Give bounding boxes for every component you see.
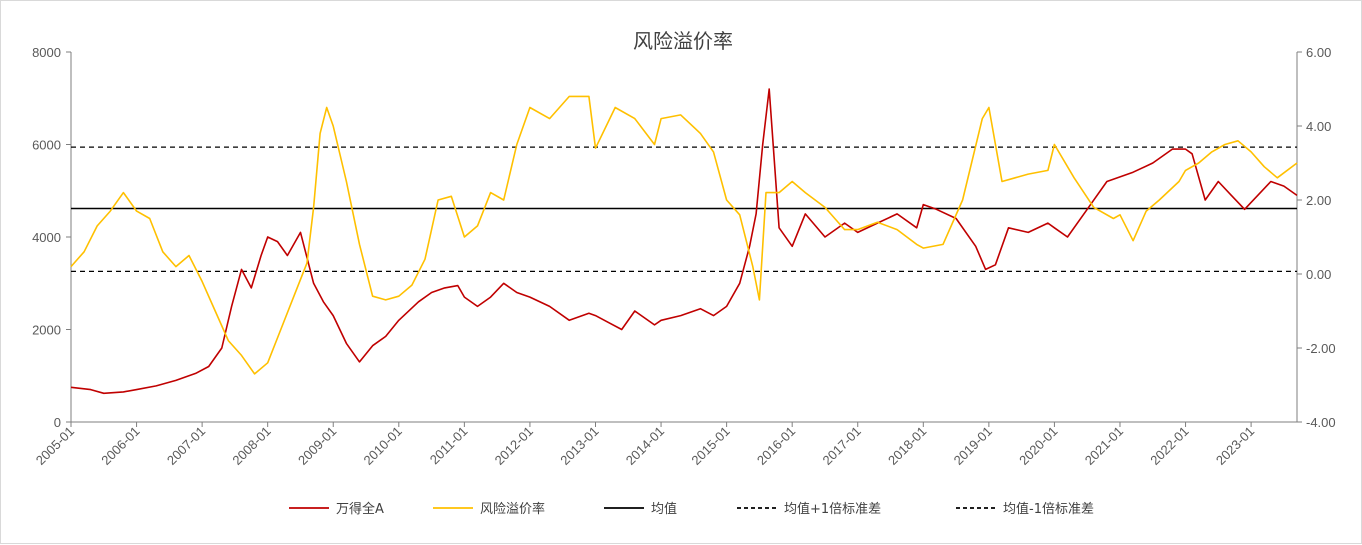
right-tick-label: 6.00 [1306,45,1331,60]
x-tick-label: 2008-01 [229,424,273,468]
legend: 万得全A 风险溢价率 均值 均值+1倍标准差 均值-1倍标准差 [289,501,1094,517]
left-tick-label: 4000 [32,230,61,245]
reference-lines [71,146,1297,273]
x-tick-label: 2016-01 [754,424,798,468]
x-tick-label: 2009-01 [295,424,339,468]
x-tick-label: 2019-01 [951,424,995,468]
right-tick-label: -4.00 [1306,415,1336,430]
x-tick-label: 2021-01 [1082,424,1126,468]
x-tick-label: 2013-01 [557,424,601,468]
left-tick-label: 2000 [32,323,61,338]
left-tick-label: 6000 [32,138,61,153]
legend-label: 均值 [651,501,677,517]
right-tick-label: 2.00 [1306,193,1331,208]
x-tick-label: 2018-01 [885,424,929,468]
x-tick-label: 2017-01 [820,424,864,468]
legend-label: 风险溢价率 [480,501,545,517]
x-tick-label: 2010-01 [361,424,405,468]
right-tick-label: 4.00 [1306,119,1331,134]
x-tick-label: 2015-01 [688,424,732,468]
x-tick-label: 2005-01 [33,424,77,468]
chart-title: 风险溢价率 [633,29,733,53]
left-tick-label: 0 [54,415,61,430]
legend-label: 万得全A [336,501,384,517]
series-line-risk-premium [70,95,1298,375]
legend-label: 均值-1倍标准差 [1003,501,1094,517]
x-tick-label: 2006-01 [98,424,142,468]
x-tick-label: 2020-01 [1016,424,1060,468]
left-tick-label: 8000 [32,45,61,60]
x-tick-label: 2022-01 [1147,424,1191,468]
right-tick-label: 0.00 [1306,267,1331,282]
x-tick-label: 2014-01 [623,424,667,468]
series-line-wind-a [70,88,1298,395]
x-tick-label: 2023-01 [1213,424,1257,468]
right-tick-label: -2.00 [1306,341,1336,356]
axes-group: 0 2000 4000 6000 8000 -4.00 -2.00 0.00 2.00 4.00 6… [32,45,1336,468]
x-tick-label: 2011-01 [427,424,471,468]
x-tick-label: 2012-01 [492,424,536,468]
x-tick-label: 2007-01 [164,424,208,468]
legend-label: 均值+1倍标准差 [784,501,881,517]
series-group [70,88,1298,395]
